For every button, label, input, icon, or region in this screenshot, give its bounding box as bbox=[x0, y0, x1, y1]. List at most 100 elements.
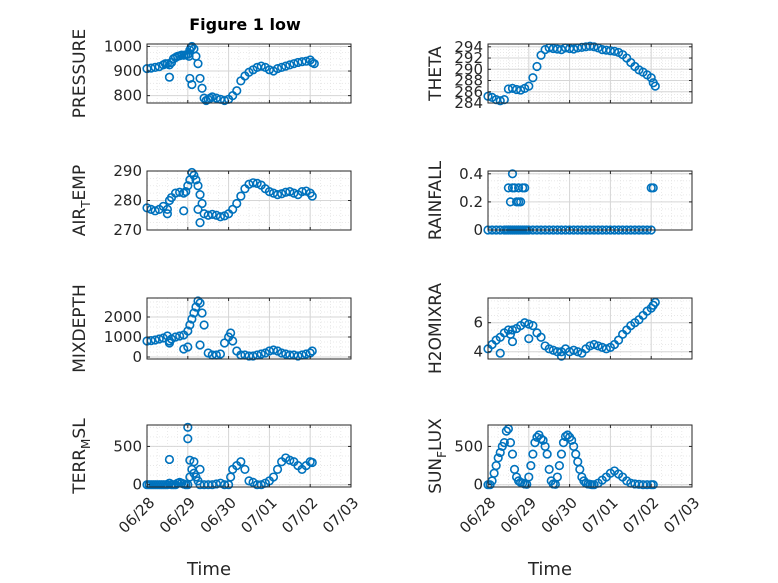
data-point bbox=[532, 61, 542, 72]
data-point bbox=[526, 460, 536, 471]
data-series bbox=[142, 296, 317, 361]
data-series bbox=[142, 167, 317, 228]
data-point bbox=[648, 183, 658, 193]
subplot-rainfall: 0 0.2 0.4 RAINFALL bbox=[426, 160, 693, 240]
data-point bbox=[277, 189, 287, 199]
data-point bbox=[524, 319, 534, 329]
data-point bbox=[256, 480, 266, 490]
data-point bbox=[185, 73, 195, 84]
data-point bbox=[307, 346, 317, 356]
data-point bbox=[183, 181, 193, 191]
data-series bbox=[483, 424, 658, 490]
axes-box bbox=[146, 424, 352, 488]
data-point bbox=[573, 347, 583, 357]
data-series bbox=[142, 41, 319, 106]
data-point bbox=[495, 447, 505, 458]
data-point bbox=[648, 480, 658, 490]
y-axis-label: PRESSURE bbox=[70, 29, 90, 118]
data-point bbox=[236, 457, 246, 467]
subplot-mixdepth: 0 1000 2000 MIXDEPTH bbox=[70, 284, 352, 373]
data-point bbox=[195, 464, 205, 474]
data-point bbox=[297, 187, 307, 197]
x-tick-label: 07/02 bbox=[619, 494, 662, 537]
data-point bbox=[183, 342, 193, 352]
y-tick-label: 0 bbox=[132, 476, 142, 494]
data-point bbox=[195, 73, 205, 84]
y-tick-label: 288 bbox=[454, 72, 483, 90]
data-point bbox=[232, 198, 242, 209]
data-point bbox=[240, 464, 250, 474]
axes-box bbox=[146, 297, 352, 360]
axes-box bbox=[487, 170, 693, 231]
data-point bbox=[183, 434, 193, 444]
data-point bbox=[528, 73, 538, 83]
x-tick-label: 07/03 bbox=[660, 494, 703, 537]
data-series bbox=[483, 41, 660, 106]
data-point bbox=[195, 190, 205, 200]
data-point bbox=[207, 480, 217, 490]
y-tick-label: 0 bbox=[473, 221, 483, 239]
data-point bbox=[507, 336, 518, 347]
data-point bbox=[556, 449, 567, 459]
data-point bbox=[558, 438, 569, 448]
subplot-pressure: 800 900 1000 PRESSURE bbox=[70, 29, 352, 118]
data-point bbox=[183, 326, 193, 336]
axes-box bbox=[487, 424, 693, 488]
y-tick-label: 294 bbox=[454, 38, 483, 56]
data-point bbox=[650, 297, 660, 307]
data-point bbox=[185, 320, 195, 330]
data-point bbox=[307, 191, 317, 201]
data-point bbox=[501, 426, 511, 436]
data-point bbox=[150, 62, 160, 72]
data-point bbox=[195, 298, 205, 308]
data-point bbox=[219, 338, 230, 348]
data-point bbox=[593, 341, 603, 351]
data-point bbox=[183, 422, 193, 432]
data-point bbox=[542, 449, 552, 459]
data-point bbox=[193, 204, 203, 214]
data-point bbox=[293, 351, 303, 361]
data-point bbox=[569, 345, 579, 355]
data-point bbox=[215, 212, 226, 222]
data-point bbox=[528, 320, 538, 331]
data-point bbox=[189, 170, 199, 181]
data-point bbox=[256, 349, 266, 359]
data-point bbox=[520, 183, 530, 193]
data-point bbox=[150, 335, 160, 345]
data-point bbox=[197, 83, 207, 93]
data-point bbox=[538, 435, 548, 445]
y-axis-label: SUNFLUX bbox=[426, 418, 449, 494]
data-point bbox=[226, 328, 236, 338]
data-point bbox=[162, 204, 172, 214]
data-point bbox=[307, 457, 317, 468]
y-tick-label: 0.4 bbox=[459, 165, 483, 183]
data-point bbox=[272, 190, 283, 200]
data-point bbox=[256, 61, 266, 71]
y-axis-label: H2OMIXRA bbox=[426, 283, 446, 374]
y-tick-label: 2000 bbox=[104, 308, 142, 326]
data-point bbox=[264, 187, 275, 197]
x-tick-label: 07/01 bbox=[578, 494, 621, 537]
y-tick-label: 800 bbox=[113, 87, 142, 105]
data-point bbox=[199, 320, 209, 330]
x-tick-label: 06/29 bbox=[497, 494, 540, 537]
data-point bbox=[189, 457, 199, 467]
data-point bbox=[499, 438, 509, 448]
data-point bbox=[164, 338, 175, 348]
data-point bbox=[164, 60, 175, 70]
data-point bbox=[252, 480, 262, 490]
data-point bbox=[524, 472, 534, 482]
data-point bbox=[528, 449, 538, 459]
y-tick-label: 0 bbox=[473, 476, 483, 494]
data-point bbox=[228, 336, 238, 346]
data-point bbox=[191, 175, 201, 185]
data-point bbox=[646, 73, 656, 83]
data-point bbox=[552, 472, 562, 482]
data-point bbox=[285, 187, 295, 197]
data-point bbox=[289, 188, 299, 198]
data-point bbox=[524, 334, 534, 344]
data-point bbox=[175, 187, 185, 197]
y-tick-label: 290 bbox=[113, 162, 142, 180]
data-point bbox=[601, 344, 611, 354]
